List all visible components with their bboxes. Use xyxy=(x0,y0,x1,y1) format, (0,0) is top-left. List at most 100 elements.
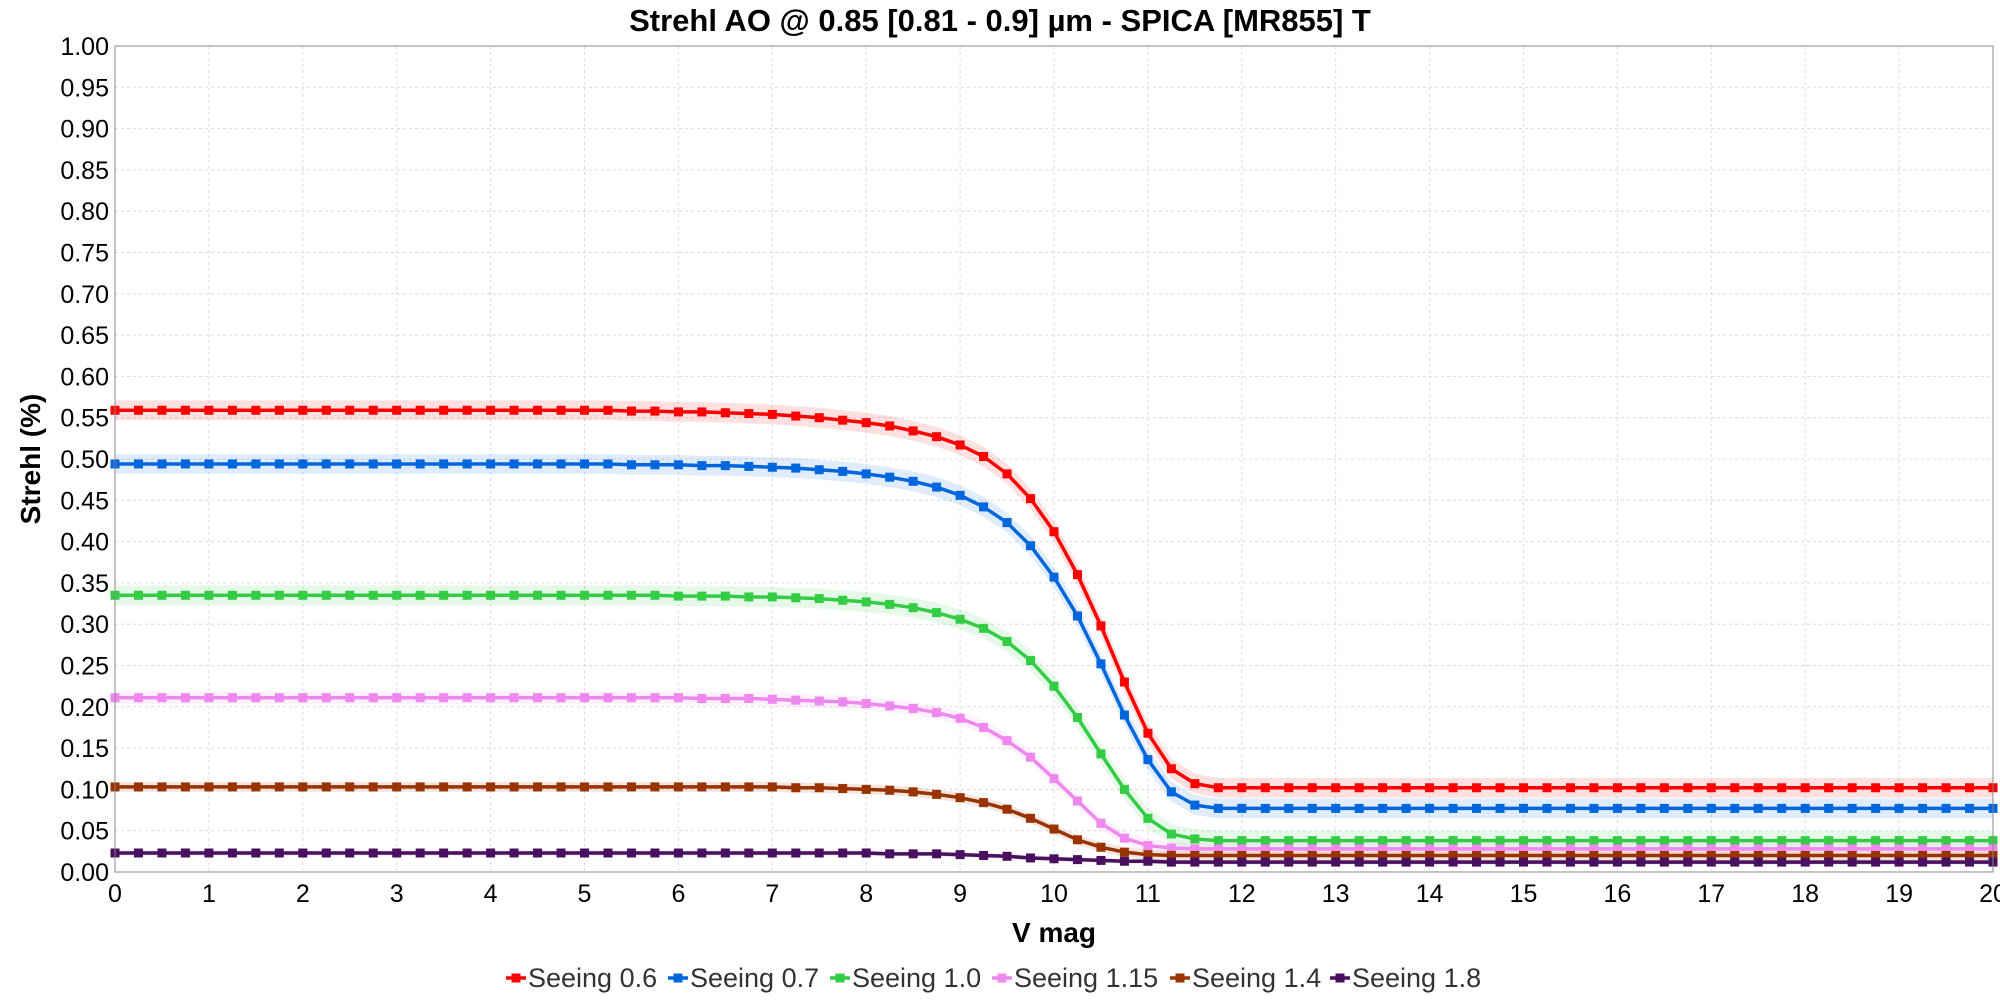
data-point xyxy=(1683,803,1693,813)
data-point xyxy=(838,595,848,605)
data-point xyxy=(415,782,425,792)
data-point xyxy=(1143,728,1153,738)
data-point xyxy=(1519,857,1528,867)
data-point xyxy=(1354,850,1364,860)
data-point xyxy=(720,694,730,704)
data-point xyxy=(1307,836,1317,846)
data-point xyxy=(486,405,496,415)
data-point xyxy=(1307,803,1317,813)
data-point xyxy=(368,693,378,703)
data-point xyxy=(1683,850,1693,860)
data-point xyxy=(392,405,402,415)
data-point xyxy=(1190,779,1200,789)
data-point xyxy=(1072,611,1082,621)
y-tick-label: 0.60 xyxy=(60,363,109,391)
data-point xyxy=(415,459,425,469)
data-point xyxy=(274,459,284,469)
data-point xyxy=(744,782,754,792)
data-point xyxy=(1847,836,1857,846)
data-point xyxy=(791,848,801,858)
data-point xyxy=(908,849,918,859)
data-point xyxy=(1331,857,1341,867)
data-point xyxy=(979,623,989,633)
series-4 xyxy=(110,782,1998,860)
data-point xyxy=(673,460,683,470)
data-point xyxy=(415,405,425,415)
data-point xyxy=(1072,835,1082,845)
data-point xyxy=(1542,844,1552,854)
data-point xyxy=(1589,857,1599,867)
data-point xyxy=(439,405,449,415)
x-tick-label: 10 xyxy=(1040,880,1068,908)
data-point xyxy=(1002,469,1012,479)
data-point xyxy=(838,466,848,476)
data-point xyxy=(1284,844,1294,854)
data-point xyxy=(1565,850,1575,860)
data-point xyxy=(1284,857,1294,867)
data-point xyxy=(791,593,801,603)
data-point xyxy=(1354,803,1364,813)
data-point xyxy=(462,405,472,415)
data-point xyxy=(673,693,683,703)
data-point xyxy=(1401,836,1411,846)
data-point xyxy=(861,784,871,794)
data-point xyxy=(1495,803,1505,813)
data-point xyxy=(1706,803,1716,813)
x-tick-label: 3 xyxy=(390,880,404,908)
data-point xyxy=(1049,572,1059,582)
data-point xyxy=(321,782,331,792)
data-point xyxy=(180,590,190,600)
data-point xyxy=(626,590,636,600)
data-point xyxy=(1237,850,1247,860)
data-point xyxy=(1166,843,1176,853)
data-point xyxy=(885,849,895,859)
data-point xyxy=(1049,527,1059,537)
data-point xyxy=(556,405,566,415)
legend-label: Seeing 1.0 xyxy=(852,963,981,993)
data-point xyxy=(1730,803,1740,813)
data-point xyxy=(1096,621,1106,631)
data-point xyxy=(1425,850,1435,860)
data-point xyxy=(1472,836,1482,846)
data-point xyxy=(603,590,613,600)
data-point xyxy=(1331,803,1341,813)
data-point xyxy=(1354,783,1364,793)
x-axis-label: V mag xyxy=(1012,917,1096,948)
data-point xyxy=(1565,803,1575,813)
data-point xyxy=(720,461,730,471)
data-point xyxy=(885,785,895,795)
data-point xyxy=(1659,783,1669,793)
data-point xyxy=(1213,803,1223,813)
data-point xyxy=(462,782,472,792)
data-point xyxy=(1636,857,1646,867)
data-point xyxy=(1002,851,1012,861)
data-point xyxy=(580,693,589,703)
data-point xyxy=(251,693,261,703)
data-point xyxy=(767,848,777,858)
data-point xyxy=(1448,857,1458,867)
data-point xyxy=(697,591,707,601)
data-point xyxy=(1965,857,1975,867)
data-point xyxy=(533,782,543,792)
data-point xyxy=(697,461,707,471)
data-point xyxy=(979,502,989,512)
series-5 xyxy=(110,848,1998,867)
data-point xyxy=(345,782,355,792)
data-point xyxy=(650,590,660,600)
data-point xyxy=(1871,850,1881,860)
x-tick-label: 2 xyxy=(296,880,310,908)
data-point xyxy=(368,459,378,469)
data-point xyxy=(274,782,284,792)
x-tick-label: 8 xyxy=(859,880,873,908)
data-point xyxy=(1565,844,1575,854)
data-point xyxy=(533,848,543,858)
data-point xyxy=(1777,803,1787,813)
y-tick-label: 0.35 xyxy=(60,570,109,598)
data-point xyxy=(885,421,895,431)
data-point xyxy=(1589,803,1599,813)
data-point xyxy=(697,694,707,704)
data-point xyxy=(1049,681,1059,691)
y-tick-label: 0.50 xyxy=(60,446,109,474)
data-point xyxy=(1026,656,1036,666)
data-point xyxy=(1777,836,1787,846)
